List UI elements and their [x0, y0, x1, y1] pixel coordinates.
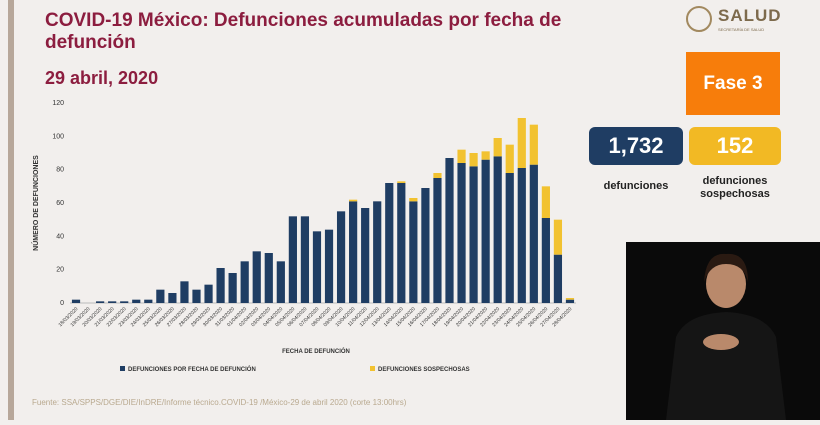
y-tick-label: 60 — [56, 200, 64, 207]
date: 29 abril, 2020 — [45, 68, 159, 88]
bar — [192, 289, 201, 303]
bar — [457, 163, 466, 303]
bar — [349, 201, 358, 303]
logo: SALUD SECRETARÍA DE SALUD — [686, 4, 796, 40]
bar — [156, 289, 165, 303]
bar — [529, 124, 538, 165]
hands — [703, 334, 739, 350]
suspected-box: 152 — [689, 127, 781, 165]
bar — [385, 183, 394, 303]
bar — [180, 281, 189, 303]
bar — [553, 219, 563, 255]
logo-text: SALUD — [718, 6, 782, 25]
bar — [409, 201, 418, 303]
bar — [565, 298, 575, 300]
bar — [541, 186, 550, 218]
logo-subtext: SECRETARÍA DE SALUD — [718, 27, 765, 32]
logo-icon — [686, 6, 712, 32]
bar — [529, 164, 538, 303]
y-tick-label: 100 — [52, 133, 64, 140]
bar — [517, 168, 526, 303]
y-tick-label: 80 — [56, 167, 64, 174]
bar — [397, 183, 406, 303]
body — [666, 312, 786, 420]
legend-swatch — [370, 366, 375, 371]
x-axis-title: FECHA DE DEFUNCIÓN — [282, 347, 350, 355]
bar — [228, 273, 237, 303]
bar — [505, 144, 514, 173]
phase-box: Fase 3 — [686, 52, 780, 115]
bar — [349, 199, 358, 202]
bar — [445, 158, 454, 303]
bar — [108, 301, 117, 303]
bar — [493, 138, 502, 157]
bar — [433, 178, 442, 303]
bar — [481, 159, 490, 303]
interpreter — [666, 253, 786, 420]
bar — [336, 211, 346, 303]
bar — [252, 251, 261, 303]
bar — [71, 299, 81, 303]
bar — [204, 284, 213, 303]
bar — [240, 261, 249, 303]
bar — [312, 231, 322, 303]
legend-swatch — [120, 366, 125, 371]
bar — [324, 229, 334, 303]
legend-label: DEFUNCIONES POR FECHA DE DEFUNCIÓN — [128, 365, 256, 373]
bar — [505, 173, 514, 303]
deaths-label: defunciones — [603, 180, 669, 192]
bar — [132, 299, 141, 303]
bar — [469, 166, 478, 303]
bar — [120, 301, 129, 303]
bar — [481, 151, 490, 160]
interpreter-video — [626, 242, 820, 420]
bar — [373, 201, 382, 303]
title: COVID-19 México: Defunciones acumuladas … — [45, 10, 562, 53]
bar — [517, 118, 526, 168]
source: Fuente: SSA/SPPS/DGE/DIE/InDRE/Informe t… — [32, 398, 407, 407]
chart: NÚMERO DE DEFUNCIONES FECHA DE DEFUNCIÓN… — [31, 100, 576, 373]
deaths-box: 1,732 — [589, 127, 683, 165]
y-axis-title: NÚMERO DE DEFUNCIONES — [31, 155, 40, 251]
suspected-label: defunciones sospechosas — [700, 175, 770, 200]
bar — [409, 198, 418, 202]
bar — [457, 149, 466, 163]
bar — [565, 299, 575, 303]
bar — [493, 156, 502, 303]
side-strip — [8, 0, 14, 420]
bar — [433, 173, 442, 178]
bar — [397, 181, 406, 183]
bar — [288, 216, 297, 303]
bar — [300, 216, 310, 303]
bar — [421, 188, 430, 303]
bar — [264, 253, 273, 303]
bar — [361, 208, 370, 303]
legend-label: DEFUNCIONES SOSPECHOSAS — [378, 367, 470, 373]
bar — [276, 261, 285, 303]
bar — [469, 153, 478, 167]
y-tick-label: 40 — [56, 233, 64, 240]
y-tick-label: 20 — [56, 267, 64, 274]
bar — [144, 299, 153, 303]
hair — [704, 253, 748, 282]
bar — [553, 254, 563, 303]
y-tick-label: 120 — [52, 100, 64, 107]
bar — [96, 301, 105, 303]
bar — [541, 218, 550, 303]
head — [706, 260, 746, 308]
bar — [216, 268, 225, 303]
bar — [168, 293, 177, 303]
y-tick-label: 0 — [60, 300, 64, 307]
